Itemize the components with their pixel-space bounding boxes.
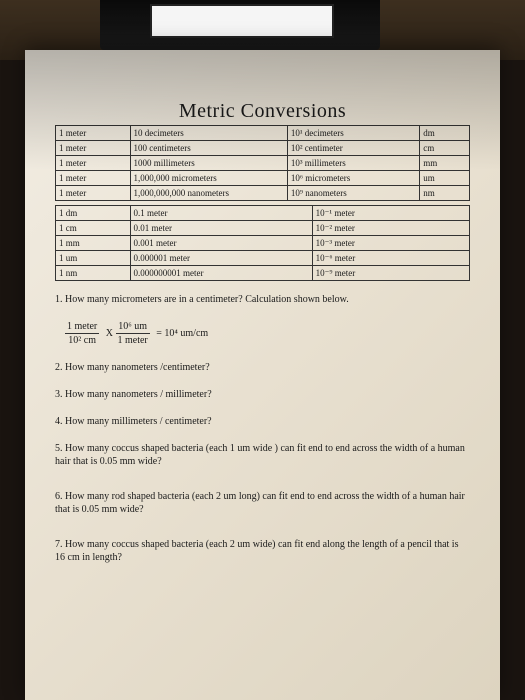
laptop-screen [150,4,334,38]
cell: 10⁻⁹ meter [312,266,469,281]
table-row: 1 meter1,000,000,000 nanometers10⁹ nanom… [56,186,470,201]
question-6: 6. How many rod shaped bacteria (each 2 … [55,490,470,516]
cell: 1 mm [56,236,131,251]
numerator: 1 meter [65,320,99,334]
question-2: 2. How many nanometers /centimeter? [55,361,470,374]
table-row: 1 mm0.001 meter10⁻³ meter [56,236,470,251]
table-row: 1 um0.000001 meter10⁻⁶ meter [56,251,470,266]
cell: 0.001 meter [130,236,312,251]
table-row: 1 meter100 centimeters10² centimetercm [56,141,470,156]
cell: mm [420,156,470,171]
cell: cm [420,141,470,156]
cell: 1 meter [56,126,131,141]
cell: 1 meter [56,141,131,156]
table-row: 1 cm0.01 meter10⁻² meter [56,221,470,236]
cell: um [420,171,470,186]
cell: 10⁻² meter [312,221,469,236]
cell: 10 decimeters [130,126,287,141]
table-row: 1 meter1000 millimeters10³ millimetersmm [56,156,470,171]
question-4: 4. How many millimeters / centimeter? [55,415,470,428]
table-row: 1 meter1,000,000 micrometers10⁶ micromet… [56,171,470,186]
cell: 10⁻³ meter [312,236,469,251]
multiply-sign: X [106,328,113,339]
question-7: 7. How many coccus shaped bacteria (each… [55,538,470,564]
cell: nm [420,186,470,201]
cell: 1,000,000,000 nanometers [130,186,287,201]
cell: 1 meter [56,156,131,171]
table-row: 1 meter10 decimeters10¹ decimetersdm [56,126,470,141]
table-row: 1 nm0.000000001 meter10⁻⁹ meter [56,266,470,281]
page-title: Metric Conversions [55,100,470,123]
calculation-example: 1 meter 10² cm X 10⁶ um 1 meter = 10⁴ um… [65,320,470,347]
cell: 1000 millimeters [130,156,287,171]
question-3: 3. How many nanometers / millimeter? [55,388,470,401]
cell: 1 nm [56,266,131,281]
question-1: 1. How many micrometers are in a centime… [55,293,470,306]
denominator: 10² cm [65,334,99,347]
laptop-edge [100,0,380,50]
numerator: 10⁶ um [116,320,150,334]
cell: dm [420,126,470,141]
cell: 10⁻⁶ meter [312,251,469,266]
cell: 10⁻¹ meter [312,206,469,221]
cell: 10¹ decimeters [287,126,419,141]
cell: 1 cm [56,221,131,236]
cell: 1 meter [56,186,131,201]
cell: 10⁶ micrometers [287,171,419,186]
cell: 1 dm [56,206,131,221]
conversion-table-1: 1 meter10 decimeters10¹ decimetersdm 1 m… [55,125,470,201]
cell: 1 um [56,251,131,266]
cell: 10⁹ nanometers [287,186,419,201]
cell: 0.000001 meter [130,251,312,266]
cell: 0.01 meter [130,221,312,236]
cell: 1,000,000 micrometers [130,171,287,186]
denominator: 1 meter [116,334,150,347]
worksheet-paper: Metric Conversions 1 meter10 decimeters1… [25,50,500,700]
cell: 10³ millimeters [287,156,419,171]
conversion-table-2: 1 dm0.1 meter10⁻¹ meter 1 cm0.01 meter10… [55,205,470,281]
cell: 0.000000001 meter [130,266,312,281]
table-row: 1 dm0.1 meter10⁻¹ meter [56,206,470,221]
cell: 10² centimeter [287,141,419,156]
questions-section: 1. How many micrometers are in a centime… [55,293,470,564]
cell: 1 meter [56,171,131,186]
cell: 0.1 meter [130,206,312,221]
question-5: 5. How many coccus shaped bacteria (each… [55,442,470,468]
result: = 10⁴ um/cm [156,328,208,339]
fraction-2: 10⁶ um 1 meter [116,320,150,347]
cell: 100 centimeters [130,141,287,156]
fraction-1: 1 meter 10² cm [65,320,99,347]
